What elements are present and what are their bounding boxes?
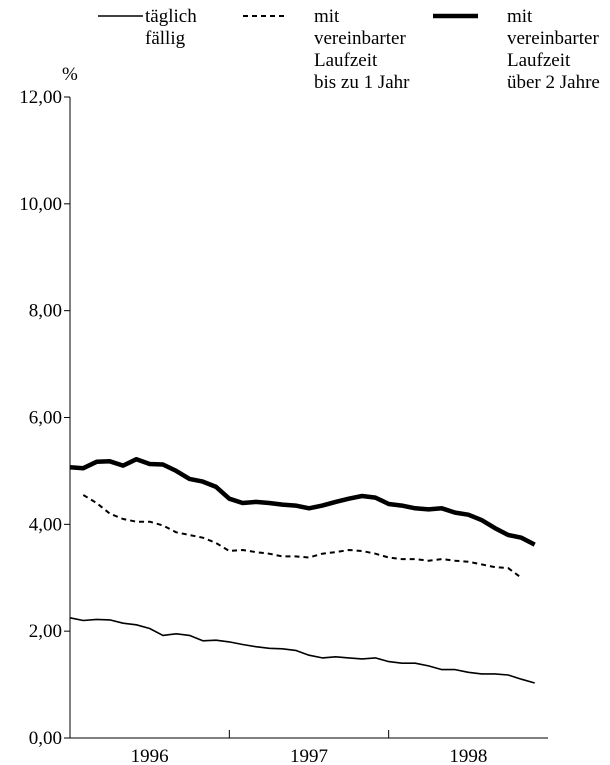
- legend-item: mit vereinbarter Laufzeit über 2 Jahre: [433, 6, 600, 93]
- legend: täglich fällig mit vereinbarter Laufzeit bis …: [98, 6, 600, 93]
- series-layer: [69, 456, 536, 684]
- legend-label: mit vereinbarter Laufzeit bis zu 1 Jahr: [314, 6, 410, 93]
- y-tick-label: 10,00: [19, 194, 62, 215]
- legend-label: mit vereinbarter Laufzeit über 2 Jahre: [507, 6, 600, 93]
- x-tick-label: 1996: [131, 746, 169, 765]
- legend-label: täglich fällig: [145, 6, 197, 49]
- series-line: [82, 494, 522, 579]
- y-tick-label: 8,00: [29, 301, 62, 322]
- y-tick-label: 4,00: [29, 514, 62, 535]
- y-axis-unit-label: %: [62, 64, 78, 85]
- y-tick-label: 0,00: [29, 728, 62, 749]
- series-line: [69, 617, 535, 684]
- legend-item: täglich fällig: [98, 6, 197, 49]
- y-tick-label: 12,00: [19, 87, 62, 108]
- y-tick-label: 2,00: [29, 621, 62, 642]
- legend-item: mit vereinbarter Laufzeit bis zu 1 Jahr: [243, 6, 410, 93]
- x-tick-label: 1998: [449, 746, 487, 765]
- x-tick-label: 1997: [290, 746, 328, 765]
- y-tick-label: 6,00: [29, 408, 62, 429]
- axes: 0,00 2,00 4,00 6,00 8,00 10,00 12,00 1996 1997 19…: [19, 87, 548, 765]
- series-line: [69, 456, 536, 547]
